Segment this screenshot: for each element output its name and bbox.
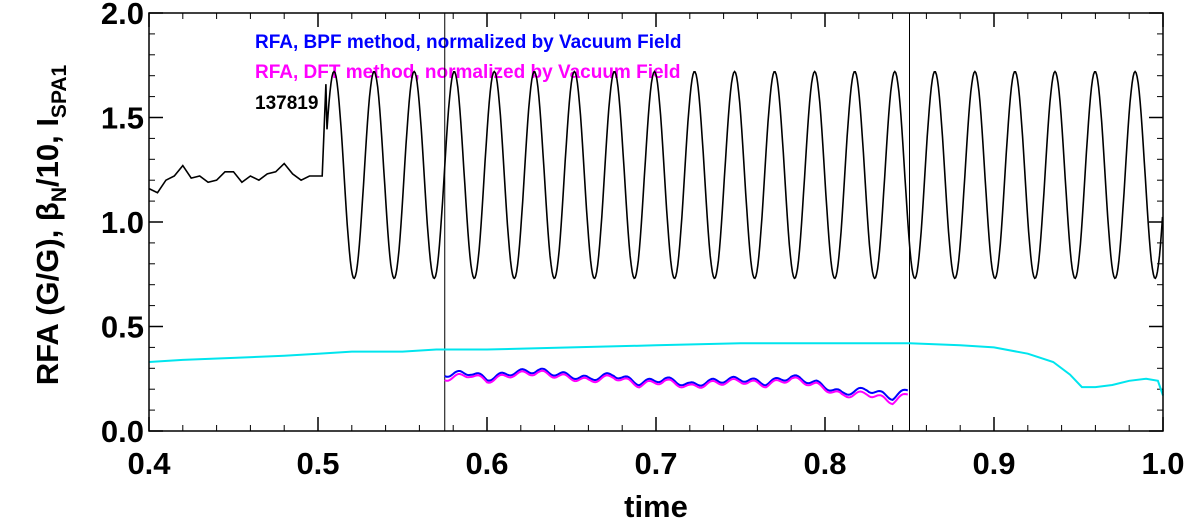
x-tick-label: 0.7 <box>634 446 677 481</box>
plot-area: 0.4 0.5 0.6 0.7 0.8 0.9 1.0 0.0 0.5 1.0 1.5 2.0 <box>101 0 1185 481</box>
legend-entry-bpf: RFA, BPF method, normalized by Vacuum Fi… <box>255 32 682 53</box>
y-tick-label: 0.5 <box>101 310 144 345</box>
x-tick-label: 0.9 <box>972 446 1015 481</box>
x-axis-title: time <box>624 489 688 518</box>
plot-frame <box>148 12 1164 432</box>
series-line-spa <box>148 70 1164 280</box>
legend-entry-dft: RFA, DFT method, normalized by Vacuum Fi… <box>255 62 680 83</box>
x-tick-label: 0.4 <box>127 446 171 481</box>
y-tick-label: 1.5 <box>101 101 144 136</box>
x-tick-label: 0.8 <box>803 446 846 481</box>
y-tick-label: 0.0 <box>101 414 144 449</box>
x-tick-label: 0.6 <box>465 446 508 481</box>
annotation-shot-number: 137819 <box>255 93 318 114</box>
x-tick-label: 1.0 <box>1141 446 1184 481</box>
series-line-bpf <box>444 367 909 401</box>
x-tick-label: 0.5 <box>296 446 339 481</box>
y-axis-title: RFA (G/G), βN/10, ISPA1 <box>30 64 71 385</box>
y-tick-label: 2.0 <box>101 0 144 31</box>
y-tick-label: 1.0 <box>101 205 144 240</box>
series-line-beta <box>148 342 1164 396</box>
series-line-dft <box>444 369 909 406</box>
